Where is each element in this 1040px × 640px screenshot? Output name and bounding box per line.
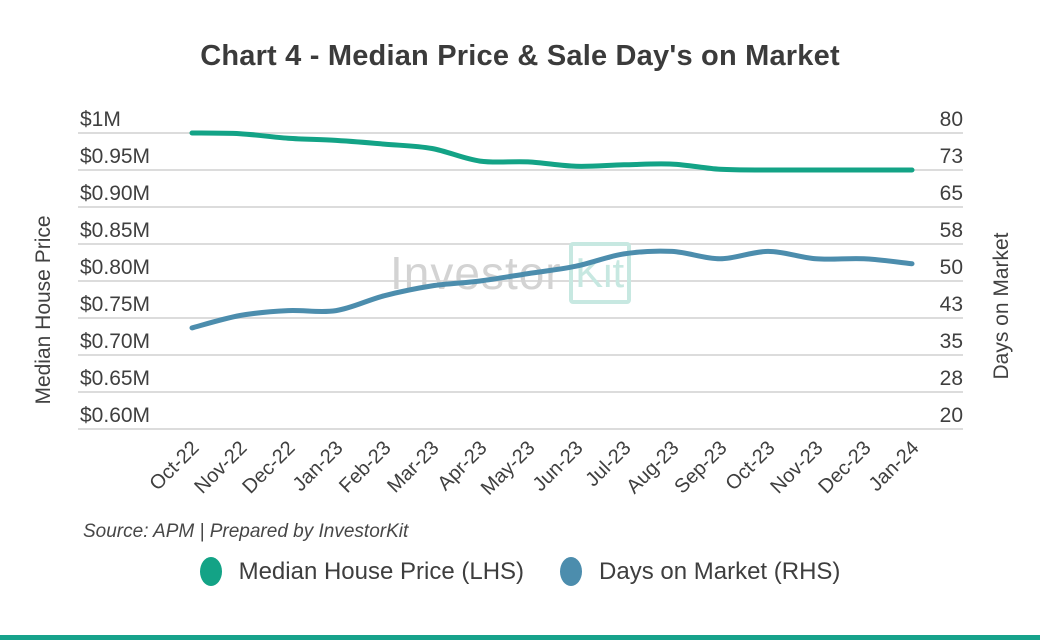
- y-tick-left: $0.70M: [80, 330, 150, 353]
- legend-label-median-price: Median House Price (LHS): [238, 557, 525, 585]
- y-tick-left: $0.75M: [80, 293, 150, 316]
- y-tick-left: $0.85M: [80, 219, 150, 242]
- x-tick-label: Dec-22: [238, 437, 299, 498]
- y-tick-left: $1M: [80, 108, 121, 131]
- y-tick-right: 80: [940, 108, 963, 131]
- grid-layer: $1M 80 $0.95M 73 $0.90M 65 $0.85M 58 $0.80M 50 $0.…: [78, 108, 963, 500]
- y-tick-right: 50: [940, 256, 963, 279]
- source-note: Source: APM | Prepared by InvestorKit: [83, 521, 409, 542]
- legend-label-days-on-market: Days on Market (RHS): [599, 557, 841, 585]
- x-tick-label: Mar-23: [383, 437, 443, 497]
- x-tick-label: Nov-22: [190, 437, 251, 498]
- x-tick-label: Nov-23: [766, 437, 827, 498]
- x-tick-label: Feb-23: [335, 437, 395, 497]
- y-tick-right: 43: [940, 293, 963, 316]
- legend-dot-days-on-market: [560, 557, 583, 586]
- bottom-accent-bar: [0, 635, 1040, 640]
- x-tick-label: Sep-23: [670, 437, 731, 498]
- y-tick-right: 58: [940, 219, 963, 242]
- y-tick-left: $0.90M: [80, 182, 150, 205]
- legend-item-days-on-market[interactable]: Days on Market (RHS): [560, 557, 840, 586]
- x-tick-label: Aug-23: [622, 437, 683, 498]
- chart-title: Chart 4 - Median Price & Sale Day's on M…: [200, 40, 840, 72]
- watermark-investor-text: Investor: [390, 247, 562, 299]
- watermark-kit-box: Kit: [568, 242, 631, 304]
- x-tick-label: Dec-23: [814, 437, 875, 498]
- x-tick-label: Jan-23: [289, 437, 348, 496]
- y-tick-right: 20: [940, 404, 963, 427]
- x-tick-label: Jun-23: [529, 437, 588, 496]
- x-tick-label: Jan-24: [865, 437, 924, 496]
- y-tick-right: 65: [940, 182, 963, 205]
- legend-item-median-price[interactable]: Median House Price (LHS): [199, 557, 525, 586]
- y-tick-left: $0.60M: [80, 404, 150, 427]
- watermark-kit-text: Kit: [575, 249, 625, 296]
- y-tick-left: $0.65M: [80, 367, 150, 390]
- y-tick-left: $0.80M: [80, 256, 150, 279]
- x-tick-label: May-23: [477, 437, 540, 500]
- y-tick-left: $0.95M: [80, 145, 150, 168]
- y-tick-right: 73: [940, 145, 963, 168]
- y-tick-right: 28: [940, 367, 963, 390]
- y-tick-right: 35: [940, 330, 963, 353]
- legend: Median House Price (LHS) Days on Market …: [0, 557, 1040, 586]
- legend-dot-median-price: [199, 557, 222, 586]
- watermark: Investor Kit: [390, 242, 631, 304]
